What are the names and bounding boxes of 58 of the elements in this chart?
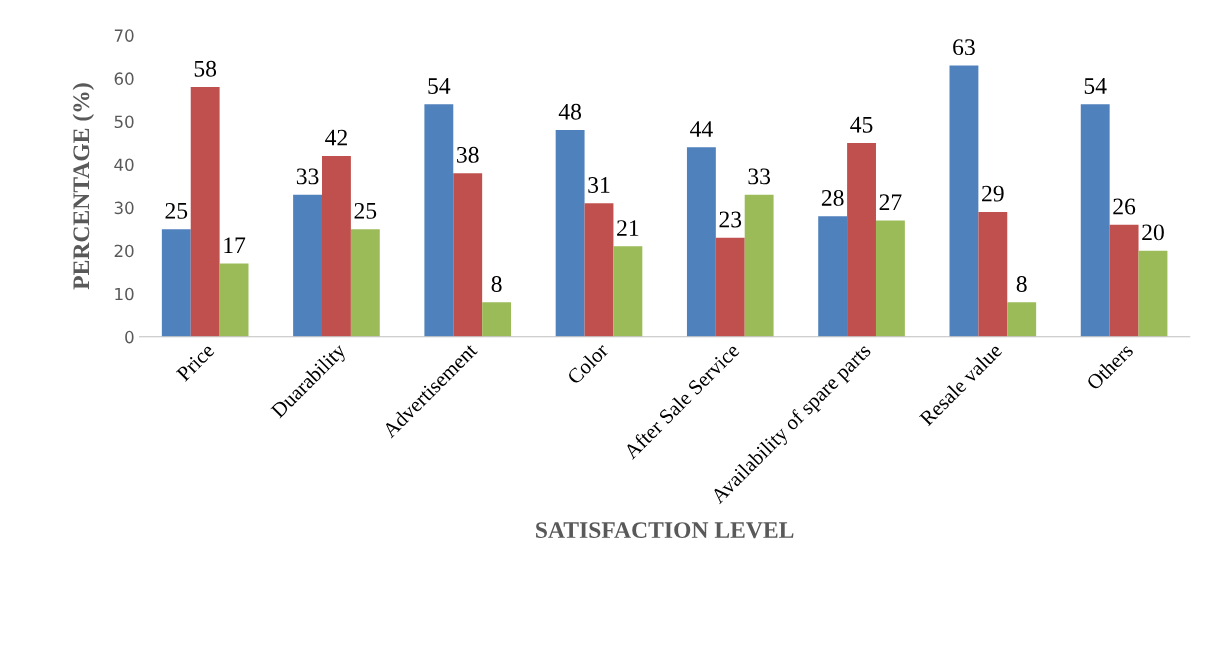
- data-label: 8: [1016, 276, 1027, 292]
- bar: [818, 216, 848, 337]
- data-label: 54: [428, 78, 451, 94]
- bar: [613, 246, 643, 337]
- data-label: 29: [982, 185, 1004, 202]
- y-tick-label: 0: [125, 330, 134, 344]
- data-label: 17: [224, 237, 246, 254]
- data-label: 28: [821, 189, 844, 206]
- y-tick-label: 20: [114, 244, 134, 258]
- data-label: 54: [1084, 78, 1107, 94]
- data-label: 45: [850, 116, 873, 133]
- data-label: 21: [617, 220, 639, 236]
- bar: [350, 229, 380, 337]
- data-label: 25: [165, 202, 188, 219]
- data-label: 8: [491, 276, 502, 292]
- data-label: 48: [558, 103, 582, 120]
- data-label: 33: [296, 168, 319, 185]
- bar: [1138, 250, 1168, 337]
- y-tick-label: 40: [114, 158, 134, 172]
- bar: [978, 211, 1008, 337]
- bar: [847, 142, 876, 337]
- y-axis-title: PERCENTAGE (%): [72, 83, 95, 290]
- bar: [1109, 224, 1139, 337]
- data-label: 38: [457, 146, 479, 163]
- y-tick-label: 60: [114, 72, 134, 85]
- bar: [482, 302, 512, 337]
- bar: [875, 220, 905, 337]
- y-tick-label: 30: [114, 201, 134, 215]
- bar: [744, 194, 774, 337]
- data-label: 20: [1142, 224, 1164, 241]
- data-label: 26: [1113, 198, 1136, 215]
- data-label: 25: [354, 202, 377, 219]
- bar: [949, 65, 979, 337]
- bar: [686, 147, 716, 337]
- y-tick-label: 70: [114, 29, 134, 42]
- data-label: 58: [194, 60, 217, 77]
- bar: [1080, 104, 1110, 337]
- data-label: 23: [719, 211, 742, 228]
- bar: [555, 130, 585, 337]
- data-label: 42: [325, 129, 347, 146]
- bar: [424, 104, 454, 337]
- y-tick-label: 10: [115, 287, 134, 301]
- data-label: 27: [879, 194, 902, 210]
- data-label: 33: [748, 168, 771, 185]
- x-axis-title: SATISFACTION LEVEL: [536, 522, 794, 539]
- bar: [1007, 302, 1037, 337]
- bar: [584, 203, 614, 337]
- data-label: 63: [953, 39, 975, 56]
- data-label: 44: [690, 121, 713, 137]
- bar: [219, 263, 249, 337]
- bar: [715, 237, 745, 337]
- bar: [453, 173, 483, 337]
- bar: [293, 194, 323, 337]
- bar: [322, 155, 351, 337]
- bar: [190, 87, 220, 337]
- data-label: 31: [588, 177, 610, 193]
- y-tick-label: 50: [114, 115, 134, 129]
- bar: [161, 229, 191, 337]
